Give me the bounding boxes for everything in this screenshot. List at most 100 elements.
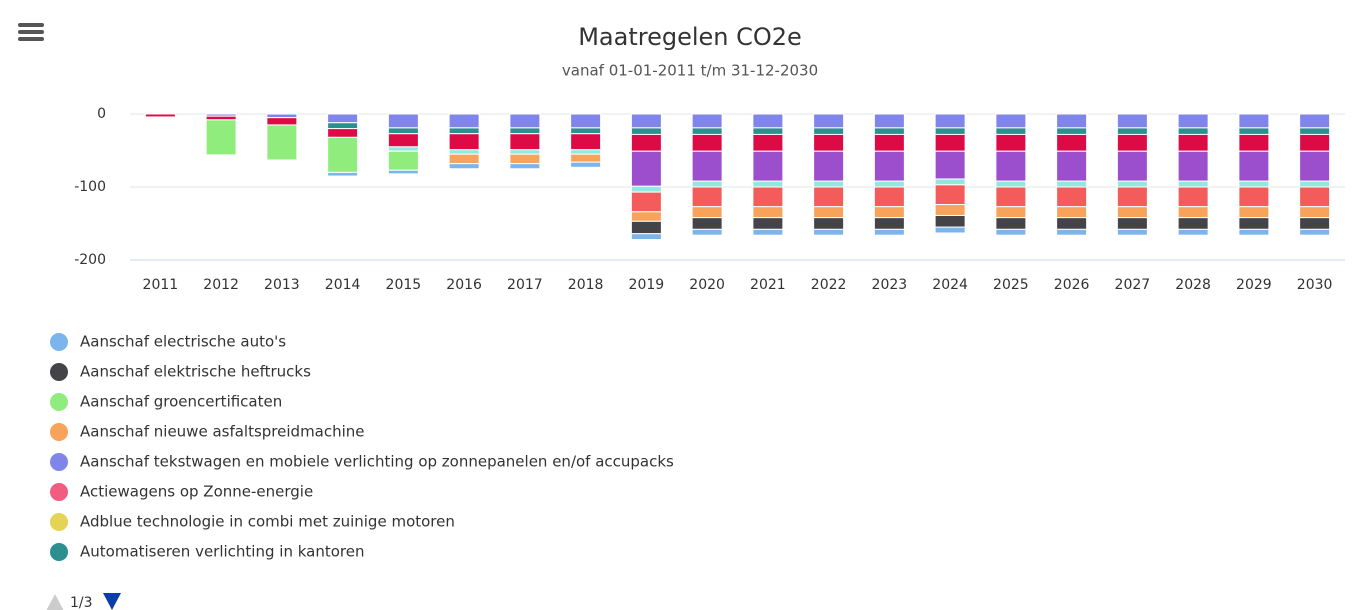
y-tick-label: -200	[74, 252, 106, 268]
bar-segment	[1299, 127, 1331, 135]
x-tick-label: 2019	[629, 277, 665, 293]
legend-item[interactable]: Automatiseren verlichting in kantoren	[50, 543, 364, 562]
bar-segment	[934, 204, 966, 216]
chart-subtitle: vanaf 01-01-2011 t/m 31-12-2030	[562, 62, 818, 80]
bar-segment	[691, 127, 723, 135]
bar-segment	[752, 133, 784, 152]
bar-segment	[1299, 206, 1331, 219]
bar-segment	[630, 220, 662, 235]
legend-item[interactable]: Aanschaf groencertificaten	[50, 393, 282, 412]
legend-marker	[50, 423, 68, 441]
x-tick-label: 2029	[1236, 277, 1272, 293]
bar-segment	[995, 186, 1027, 208]
bar-segment	[387, 113, 419, 129]
bar-segment	[266, 117, 298, 126]
bar-segment	[873, 206, 905, 219]
bar-segment	[995, 206, 1027, 219]
bar-segment	[752, 228, 784, 236]
x-tick-label: 2028	[1175, 277, 1211, 293]
legend-marker	[50, 393, 68, 411]
bar-segment	[752, 217, 784, 230]
bar-segment	[1116, 217, 1148, 230]
bar-segment	[630, 133, 662, 152]
legend-label: Adblue technologie in combi met zuinige …	[80, 513, 455, 531]
legend-label: Automatiseren verlichting in kantoren	[80, 543, 364, 561]
bar-segment	[266, 124, 298, 161]
bar-segment	[995, 127, 1027, 135]
bar-segment	[205, 115, 237, 121]
bar-segment	[691, 113, 723, 129]
bar-segment	[1056, 206, 1088, 219]
x-tick-label: 2024	[932, 277, 968, 293]
bar-segment	[873, 228, 905, 236]
x-tick-label: 2013	[264, 277, 300, 293]
bar-segment	[752, 206, 784, 219]
bar-segment	[448, 133, 480, 151]
x-tick-label: 2027	[1115, 277, 1151, 293]
bar-segment	[691, 228, 723, 236]
bar-segment	[873, 133, 905, 152]
bar-segment	[1238, 113, 1270, 129]
legend-label: Actiewagens op Zonne-energie	[80, 483, 313, 501]
bar-segment	[448, 127, 480, 135]
legend-label: Aanschaf tekstwagen en mobiele verlichti…	[80, 453, 674, 471]
bar-segment	[691, 186, 723, 208]
legend-item[interactable]: Aanschaf elektrische heftrucks	[50, 363, 311, 382]
legend-item[interactable]: Aanschaf tekstwagen en mobiele verlichti…	[50, 453, 674, 472]
x-tick-label: 2018	[568, 277, 604, 293]
bar-segment	[1056, 186, 1088, 208]
bar-segment	[1177, 180, 1209, 188]
bar-segment	[1177, 217, 1209, 230]
bar-segment	[448, 163, 480, 170]
bar-segment	[630, 185, 662, 193]
legend-item[interactable]: Actiewagens op Zonne-energie	[50, 483, 313, 502]
legend-item[interactable]: Aanschaf nieuwe asfaltspreidmachine	[50, 423, 365, 442]
bar-segment	[1116, 180, 1148, 188]
bar-segment	[570, 161, 602, 168]
bar-segment	[1299, 217, 1331, 230]
bar-segment	[1177, 186, 1209, 208]
x-tick-label: 2026	[1054, 277, 1090, 293]
y-tick-label: -100	[74, 179, 106, 195]
bar-segment	[873, 180, 905, 188]
bar-segment	[630, 127, 662, 135]
legend-item[interactable]: Aanschaf electrische auto's	[50, 333, 286, 352]
bar-segment	[1299, 113, 1331, 129]
y-tick-label: 0	[97, 106, 106, 122]
legend-marker	[50, 513, 68, 531]
bar-segment	[144, 113, 176, 118]
legend-item[interactable]: Adblue technologie in combi met zuinige …	[50, 513, 455, 532]
bar-segment	[1299, 150, 1331, 182]
bar-segment	[1238, 180, 1270, 188]
bar-segment	[873, 150, 905, 182]
bar-segment	[995, 217, 1027, 230]
bar-segment	[873, 186, 905, 208]
bar-segment	[934, 226, 966, 234]
pager-down[interactable]	[103, 593, 121, 610]
bar-segment	[327, 171, 359, 177]
bar-segment	[570, 153, 602, 163]
bar-segment	[570, 133, 602, 151]
bar-segment	[630, 191, 662, 213]
pager-up[interactable]	[46, 594, 64, 610]
menu-button[interactable]	[18, 23, 44, 41]
bar-segment	[995, 133, 1027, 152]
bar-segment	[1238, 217, 1270, 230]
bar-segment	[1056, 133, 1088, 152]
bar-segment	[1056, 217, 1088, 230]
bar-segment	[1299, 228, 1331, 236]
x-tick-label: 2030	[1297, 277, 1333, 293]
bar-segment	[813, 206, 845, 219]
x-tick-label: 2022	[811, 277, 847, 293]
bar-segment	[934, 127, 966, 135]
x-tick-label: 2011	[143, 277, 179, 293]
bar-segment	[509, 163, 541, 170]
bar-segment	[934, 178, 966, 186]
legend-marker	[50, 483, 68, 501]
bar-segment	[691, 217, 723, 230]
bar-segment	[1177, 133, 1209, 152]
bar-segment	[752, 150, 784, 182]
bar-segment	[934, 184, 966, 206]
bar-segment	[1177, 228, 1209, 236]
